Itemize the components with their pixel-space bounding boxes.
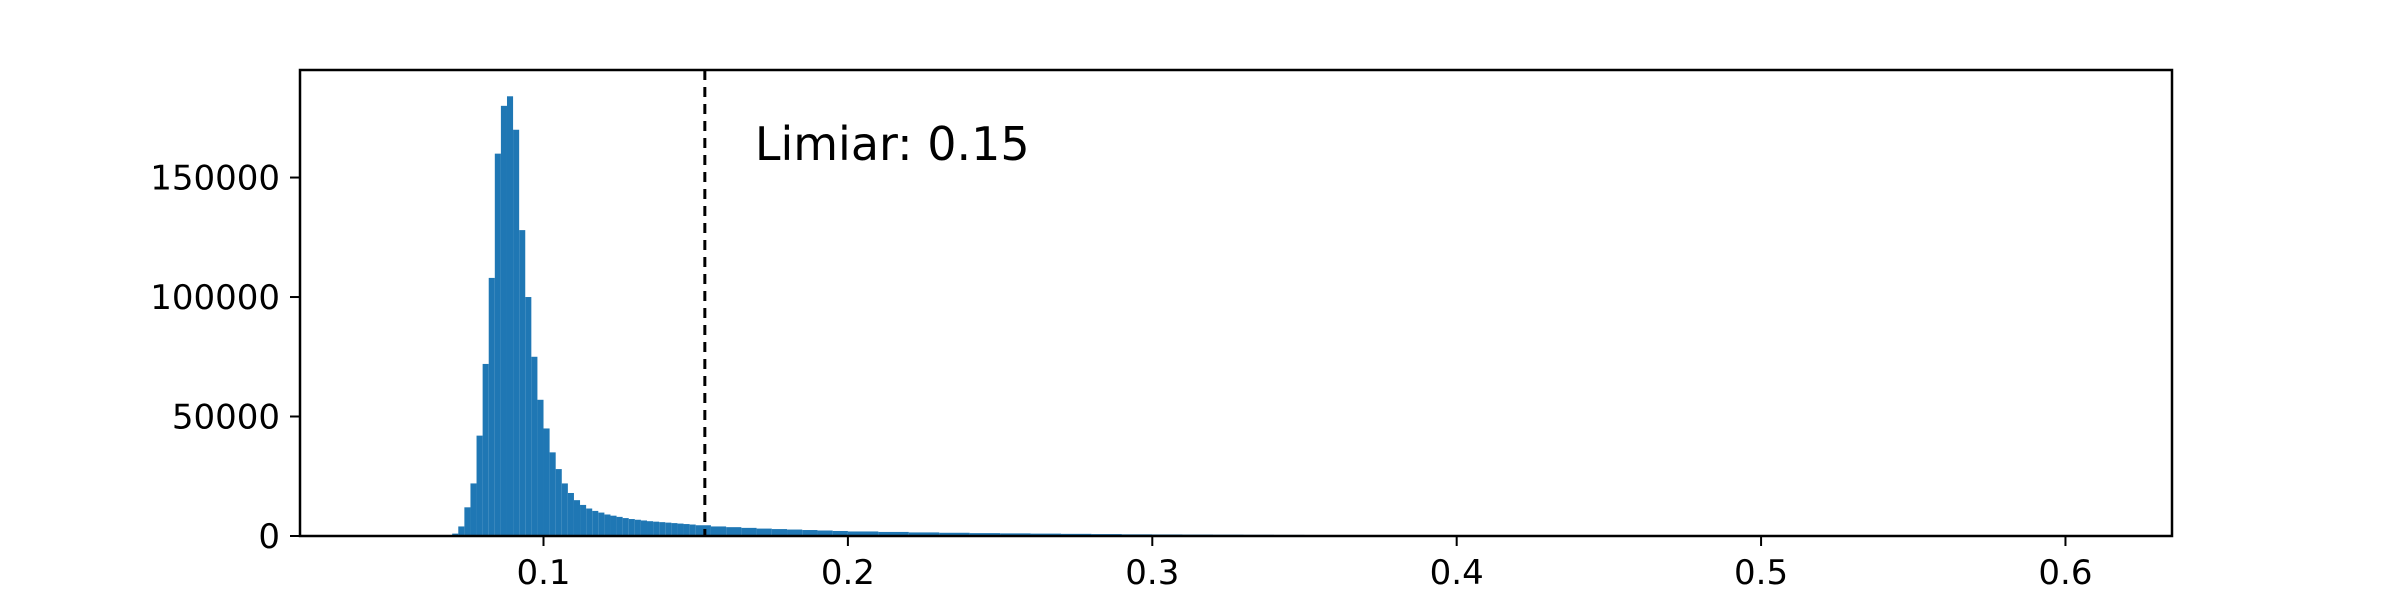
histogram-bar bbox=[494, 153, 501, 536]
histogram-bar bbox=[476, 435, 483, 536]
histogram-bar bbox=[604, 514, 611, 536]
histogram-bar bbox=[592, 510, 599, 536]
plot-frame bbox=[298, 68, 2174, 538]
histogram-bar bbox=[683, 524, 690, 536]
x-tick-label: 0.3 bbox=[1125, 553, 1179, 593]
histogram-bar bbox=[458, 526, 465, 536]
histogram-bar bbox=[817, 530, 833, 536]
histogram-bar bbox=[671, 523, 678, 536]
histogram-bar bbox=[525, 297, 532, 536]
histogram-bar bbox=[628, 519, 635, 536]
y-axis: 0 50000 100000 150000 bbox=[150, 159, 300, 557]
histogram-bar bbox=[598, 512, 605, 536]
histogram-bar bbox=[573, 500, 581, 536]
histogram-bar bbox=[610, 515, 617, 536]
y-tick-label: 50000 bbox=[172, 398, 280, 438]
threshold-label: Limiar: 0.15 bbox=[755, 117, 1030, 171]
histogram-bar bbox=[567, 492, 574, 536]
histogram-bar bbox=[464, 507, 471, 536]
histogram-bar bbox=[580, 504, 587, 536]
histogram-bar bbox=[561, 483, 568, 536]
histogram-bar bbox=[531, 356, 538, 536]
histogram-bar bbox=[710, 526, 727, 536]
histogram-bar bbox=[677, 523, 684, 536]
histogram-bar bbox=[689, 524, 696, 536]
y-tick-label: 100000 bbox=[150, 278, 280, 318]
histogram-bar bbox=[543, 428, 550, 536]
histogram-bar bbox=[969, 533, 1001, 536]
histogram-bar bbox=[549, 452, 556, 536]
histogram-bar bbox=[802, 530, 818, 536]
x-tick-label: 0.1 bbox=[516, 553, 570, 593]
histogram-bar bbox=[519, 230, 526, 536]
histogram-bar bbox=[616, 516, 623, 536]
histogram-bar bbox=[939, 532, 970, 536]
histogram-bars bbox=[452, 96, 1320, 537]
histogram-bar bbox=[771, 529, 788, 536]
histogram-bar bbox=[488, 277, 495, 536]
histogram-bar bbox=[647, 521, 654, 536]
histogram-bar bbox=[586, 508, 593, 536]
histogram-bar bbox=[640, 520, 648, 536]
histogram-bar bbox=[1000, 533, 1031, 536]
histogram-bar bbox=[908, 532, 940, 536]
histogram-bar bbox=[482, 363, 489, 536]
x-tick-label: 0.4 bbox=[1430, 553, 1484, 593]
histogram-bar bbox=[500, 105, 507, 536]
x-axis: 0.1 0.2 0.3 0.4 0.5 0.6 bbox=[516, 536, 2093, 593]
histogram-bar bbox=[622, 518, 629, 536]
histogram-bar bbox=[787, 529, 803, 536]
y-tick-label: 150000 bbox=[150, 159, 280, 199]
histogram-bar bbox=[653, 521, 660, 536]
histogram-bar bbox=[665, 522, 672, 536]
histogram-bar bbox=[506, 96, 514, 537]
histogram-bar bbox=[726, 527, 742, 536]
histogram-bar bbox=[634, 519, 641, 536]
histogram-bar bbox=[741, 527, 757, 536]
histogram-bar bbox=[847, 531, 879, 536]
histogram-bar bbox=[555, 469, 562, 536]
x-tick-label: 0.5 bbox=[1734, 553, 1788, 593]
x-tick-label: 0.2 bbox=[821, 553, 875, 593]
histogram-bar bbox=[878, 531, 909, 536]
histogram-bar bbox=[695, 525, 711, 536]
y-tick-label: 0 bbox=[258, 517, 280, 557]
histogram-bar bbox=[756, 528, 772, 536]
histogram-bar bbox=[470, 483, 477, 536]
histogram-bar bbox=[832, 530, 848, 536]
histogram-bar bbox=[513, 129, 520, 536]
histogram-bar bbox=[537, 399, 544, 536]
histogram-bar bbox=[659, 522, 666, 536]
x-tick-label: 0.6 bbox=[2038, 553, 2092, 593]
